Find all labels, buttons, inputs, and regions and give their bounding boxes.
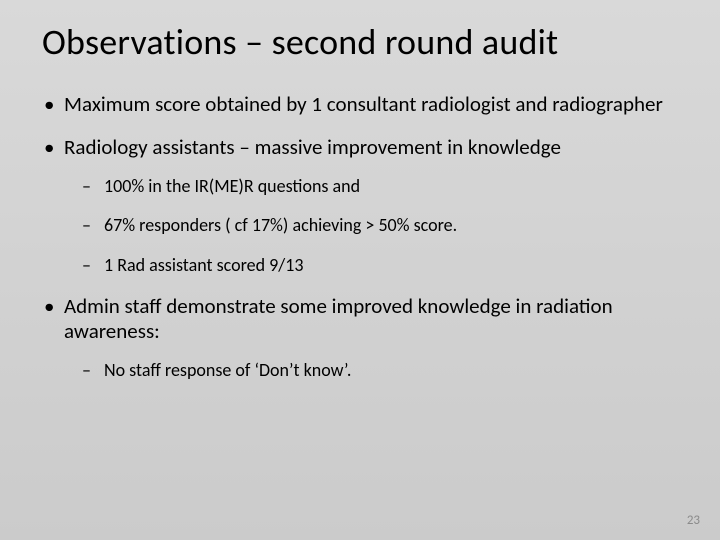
list-item: Radiology assistants – massive improveme…: [42, 135, 678, 277]
slide: Observations – second round audit Maximu…: [0, 0, 720, 540]
sub-bullet-text: 67% responders ( cf 17%) achieving > 50%…: [104, 214, 457, 236]
bullet-text: Maximum score obtained by 1 consultant r…: [64, 91, 663, 117]
page-number: 23: [687, 513, 700, 528]
sub-bullet-text: 1 Rad assistant scored 9/13: [104, 254, 303, 276]
sub-bullet-list: No staff response of ‘Don’t know’.: [82, 360, 678, 382]
list-item: No staff response of ‘Don’t know’.: [82, 360, 678, 382]
list-item: Admin staff demonstrate some improved kn…: [42, 294, 678, 381]
slide-title: Observations – second round audit: [42, 20, 678, 64]
sub-bullet-list: 100% in the IR(ME)R questions and 67% re…: [82, 176, 678, 277]
list-item: 1 Rad assistant scored 9/13: [82, 255, 678, 277]
bullet-text: Radiology assistants – massive improveme…: [64, 134, 561, 160]
list-item: 100% in the IR(ME)R questions and: [82, 176, 678, 198]
sub-bullet-text: No staff response of ‘Don’t know’.: [104, 359, 351, 381]
sub-bullet-text: 100% in the IR(ME)R questions and: [104, 175, 360, 197]
list-item: 67% responders ( cf 17%) achieving > 50%…: [82, 215, 678, 237]
bullet-list: Maximum score obtained by 1 consultant r…: [42, 92, 678, 381]
list-item: Maximum score obtained by 1 consultant r…: [42, 92, 678, 117]
bullet-text: Admin staff demonstrate some improved kn…: [64, 293, 613, 344]
